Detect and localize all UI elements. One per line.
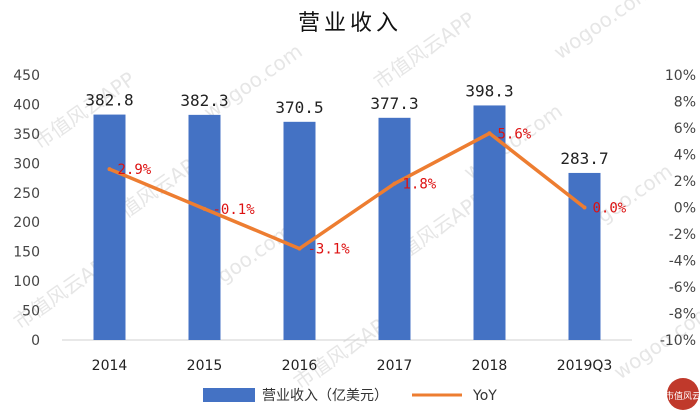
yoy-line (108, 131, 586, 251)
revenue-bar (473, 105, 506, 340)
left-tick-label: 100 (13, 274, 40, 290)
x-tick-label: 2017 (377, 358, 413, 374)
logo-text: 市值风云 (665, 390, 700, 402)
logo-badge (667, 378, 699, 410)
revenue-bar (93, 114, 126, 340)
yoy-line-series (107, 131, 587, 251)
left-tick-label: 150 (13, 245, 40, 261)
revenue-bar-label: 382.8 (85, 91, 133, 110)
revenue-bar-label: 377.3 (370, 94, 418, 113)
watermark-text: wogoo.com (549, 0, 657, 64)
yoy-data-label: 2.9% (118, 162, 152, 178)
right-axis-ticks: -10% -8% -6% -4% -2% 0% 2% 4% 6% 8% 10% (660, 68, 696, 349)
yoy-point (582, 205, 587, 210)
yoy-data-label: 0.0% (593, 201, 627, 217)
x-tick-label: 2016 (282, 358, 318, 374)
right-tick-label: 6% (674, 121, 696, 137)
right-tick-label: 2% (674, 174, 696, 190)
left-tick-label: 450 (13, 68, 40, 84)
left-axis-ticks: 0 50 100 150 200 250 300 350 400 450 (13, 68, 40, 349)
revenue-bar-label: 398.3 (465, 81, 513, 100)
left-tick-label: 300 (13, 156, 40, 172)
x-tick-label: 2014 (92, 358, 128, 374)
left-tick-label: 50 (22, 304, 40, 320)
right-tick-label: -2% (669, 227, 696, 243)
revenue-bar-label: 370.5 (275, 98, 323, 117)
yoy-data-labels: 2.9% -0.1% -3.1% 1.8% 5.6% 0.0% (118, 126, 627, 257)
yoy-data-label: 5.6% (498, 126, 532, 142)
right-tick-label: 10% (665, 68, 696, 84)
left-tick-label: 250 (13, 186, 40, 202)
bar-series (93, 105, 601, 341)
yoy-point (297, 246, 302, 251)
left-tick-label: 350 (13, 127, 40, 143)
yoy-data-label: -3.1% (308, 242, 351, 258)
right-tick-label: -8% (669, 307, 696, 323)
x-tick-label: 2019Q3 (557, 358, 613, 374)
yoy-point (107, 167, 112, 172)
brand-logo: 市值风云 (665, 378, 700, 410)
x-tick-label: 2018 (472, 358, 508, 374)
right-tick-label: 8% (674, 95, 696, 111)
right-tick-label: 4% (674, 148, 696, 164)
right-tick-label: -10% (660, 333, 696, 349)
revenue-bar-label: 283.7 (560, 149, 608, 168)
left-tick-label: 0 (31, 333, 40, 349)
legend-label-yoy: YoY (472, 388, 497, 404)
right-tick-label: 0% (674, 201, 696, 217)
revenue-bar (283, 121, 316, 340)
legend-swatch-revenue (203, 388, 255, 402)
chart-title: 营业收入 (298, 11, 402, 36)
right-tick-label: -4% (669, 254, 696, 270)
revenue-bar (378, 117, 411, 340)
yoy-data-label: -0.1% (213, 202, 256, 218)
left-tick-label: 400 (13, 97, 40, 113)
yoy-point (202, 206, 207, 211)
legend-label-revenue: 营业收入（亿美元） (262, 388, 388, 404)
yoy-point (487, 131, 492, 136)
yoy-point (392, 181, 397, 186)
right-tick-label: -6% (669, 280, 696, 296)
x-tick-label: 2015 (187, 358, 223, 374)
x-axis-labels: 2014 2015 2016 2017 2018 2019Q3 (92, 358, 613, 374)
revenue-bar-label: 382.3 (180, 91, 228, 110)
revenue-bar (188, 114, 221, 341)
yoy-data-label: 1.8% (403, 177, 437, 193)
left-tick-label: 200 (13, 215, 40, 231)
legend: 营业收入（亿美元） YoY (203, 388, 497, 404)
bar-data-labels: 382.8 382.3 370.5 377.3 398.3 283.7 (85, 81, 608, 167)
